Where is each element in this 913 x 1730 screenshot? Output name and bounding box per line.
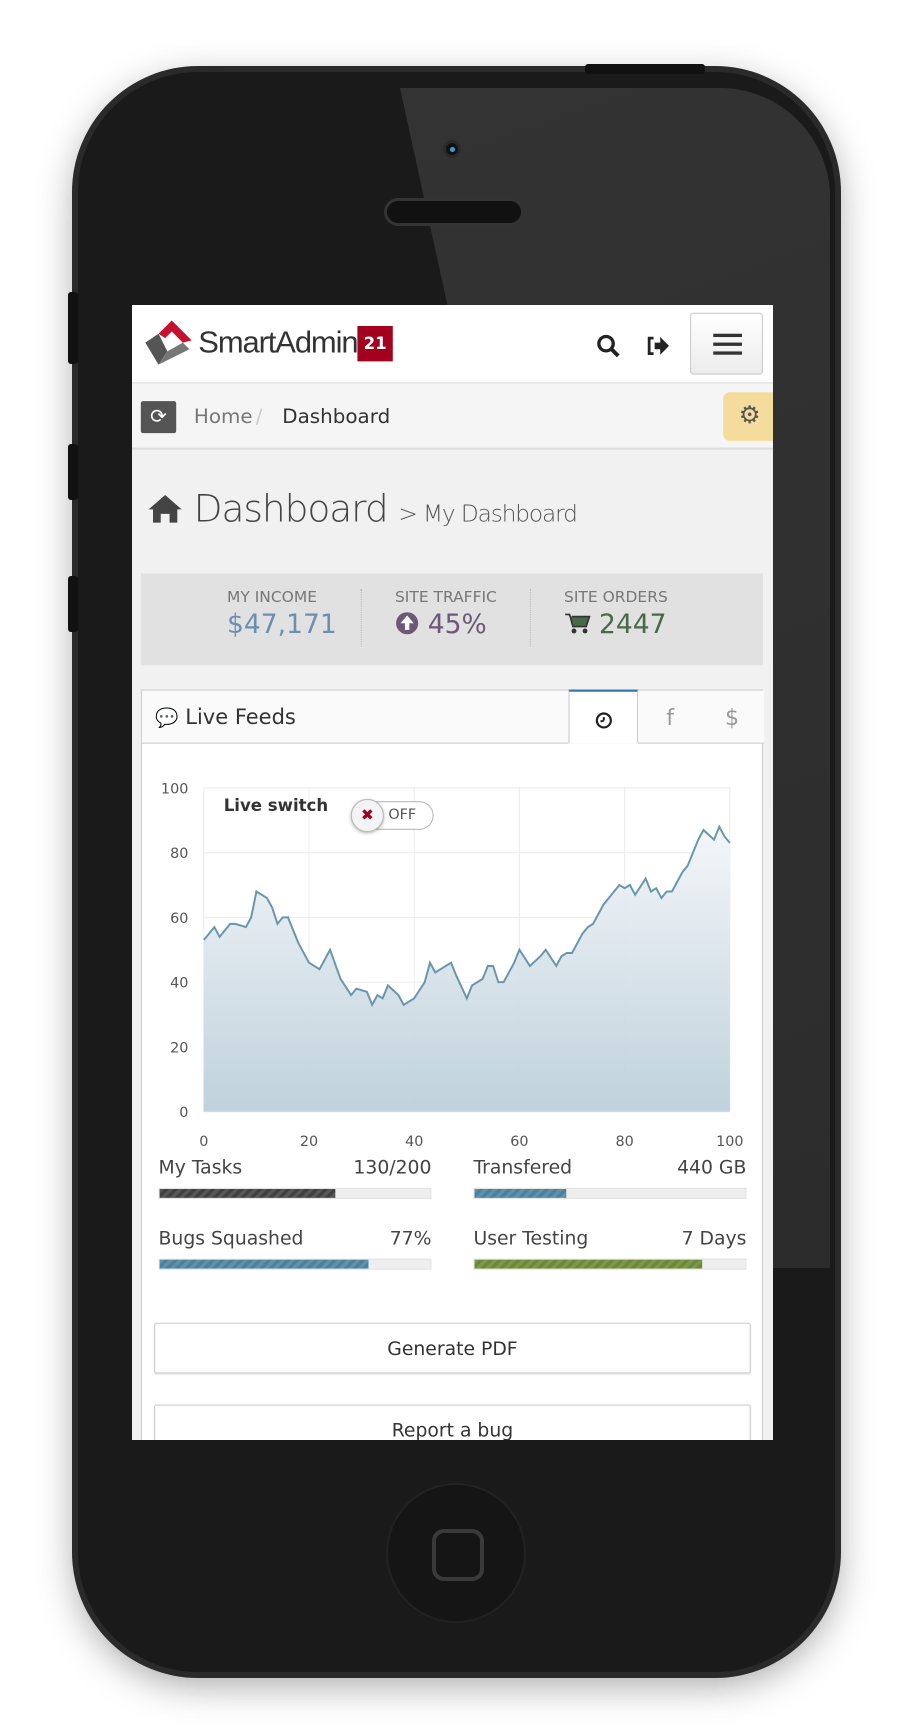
home-icon <box>148 495 182 523</box>
refresh-icon[interactable]: ⟳ <box>140 401 177 434</box>
stat-value: $47,171 <box>227 608 337 640</box>
y-tick-label: 60 <box>170 911 188 927</box>
comments-icon: 💬 <box>155 707 179 730</box>
live-switch-label: Live switch <box>223 795 329 816</box>
y-tick-label: 80 <box>170 846 188 862</box>
power-button <box>585 64 705 74</box>
generate-pdf-button[interactable]: Generate PDF <box>154 1322 751 1374</box>
progress-fill <box>159 1259 369 1269</box>
live-feed-chart: 0 20 40 60 80 100 0 20 40 60 80 100 <box>161 781 744 1150</box>
progress-label: Bugs Squashed <box>158 1227 304 1250</box>
settings-gear-icon[interactable]: ⚙ <box>723 392 773 441</box>
progress-user-testing: User Testing 7 Days <box>473 1227 747 1270</box>
progress-transfered: Transfered 440 GB <box>473 1156 747 1199</box>
x-tick-label: 40 <box>405 1134 423 1150</box>
page-title-text: Dashboard <box>193 487 389 532</box>
x-tick-label: 60 <box>510 1134 528 1150</box>
progress-value: 440 GB <box>677 1156 747 1180</box>
stat-traffic: SITE TRAFFIC 45% <box>395 589 497 640</box>
top-header: SmartAdmin 21 <box>132 305 773 384</box>
stat-label: SITE ORDERS <box>564 588 668 607</box>
brand-name: SmartAdmin <box>198 324 358 360</box>
progress-fill <box>474 1259 702 1269</box>
stats-bar: MY INCOME $47,171 SITE TRAFFIC 45% SITE … <box>140 573 763 666</box>
page-title: Dashboard > My Dashboard <box>147 487 578 532</box>
page-subtitle: > My Dashboard <box>398 500 577 528</box>
breadcrumb-dashboard: Dashboard <box>282 405 391 429</box>
stat-orders: SITE ORDERS 2447 <box>564 589 668 640</box>
widget-title: Live Feeds <box>185 705 296 730</box>
hamburger-menu-button[interactable] <box>690 312 763 375</box>
y-tick-label: 20 <box>170 1040 188 1056</box>
stat-value: 45% <box>427 608 487 640</box>
progress-fill <box>474 1189 567 1198</box>
smartadmin-logo-icon <box>145 320 192 365</box>
volume-up-button <box>68 444 78 500</box>
progress-value: 130/200 <box>353 1156 432 1180</box>
progress-value: 77% <box>389 1227 432 1250</box>
home-button[interactable] <box>386 1483 526 1623</box>
x-tick-label: 80 <box>615 1134 633 1150</box>
report-bug-button[interactable]: Report a bug <box>154 1404 751 1440</box>
x-tick-label: 100 <box>716 1134 743 1150</box>
progress-fill <box>159 1189 336 1198</box>
stat-income: MY INCOME $47,171 <box>227 589 337 640</box>
clock-icon <box>595 712 612 729</box>
tab-facebook[interactable]: f <box>639 690 701 744</box>
breadcrumb-home[interactable]: Home <box>193 405 253 429</box>
progress-value: 7 Days <box>681 1227 747 1250</box>
progress-my-tasks: My Tasks 130/200 <box>158 1156 432 1199</box>
progress-label: User Testing <box>473 1227 589 1250</box>
divider <box>360 588 362 647</box>
live-feeds-widget: 💬 Live Feeds f $ 0 20 40 60 80 100 0 20 40 60 80 10… <box>140 689 765 1440</box>
tab-revenue[interactable]: $ <box>701 690 763 744</box>
progress-bugs-squashed: Bugs Squashed 77% <box>158 1227 432 1270</box>
stat-label: SITE TRAFFIC <box>394 588 497 607</box>
logout-icon[interactable] <box>646 335 670 357</box>
tab-live[interactable] <box>568 689 639 744</box>
version-badge: 21 <box>357 325 393 362</box>
mute-switch <box>68 292 78 364</box>
y-tick-label: 0 <box>179 1105 188 1121</box>
area-fill <box>203 826 730 1112</box>
front-camera <box>443 140 461 158</box>
progress-label: Transfered <box>473 1156 573 1180</box>
stat-value: 2447 <box>599 608 667 640</box>
widget-header: 💬 Live Feeds f $ <box>141 689 765 744</box>
stat-label: MY INCOME <box>227 588 317 607</box>
breadcrumb-separator: / <box>255 405 263 429</box>
x-tick-label: 0 <box>199 1134 208 1150</box>
switch-state: OFF <box>388 806 417 824</box>
y-tick-label: 40 <box>170 976 188 992</box>
volume-down-button <box>68 576 78 632</box>
series-line <box>203 824 731 1008</box>
progress-label: My Tasks <box>158 1156 243 1180</box>
facebook-icon: f <box>666 703 675 731</box>
cart-icon <box>565 613 591 634</box>
x-tick-label: 20 <box>300 1134 318 1150</box>
speaker <box>384 198 524 226</box>
live-switch-toggle[interactable]: ✖ OFF <box>350 798 434 833</box>
arrow-circle-up-icon <box>396 612 419 635</box>
y-tick-label: 100 <box>161 781 188 797</box>
divider <box>529 588 531 647</box>
search-icon[interactable] <box>596 334 620 358</box>
close-icon: ✖ <box>350 798 384 833</box>
screen: SmartAdmin 21 ⟳ Home / Dashboard ⚙ Dashb… <box>132 305 773 1440</box>
dollar-icon: $ <box>724 703 740 731</box>
breadcrumb-bar: ⟳ Home / Dashboard ⚙ <box>132 383 773 450</box>
